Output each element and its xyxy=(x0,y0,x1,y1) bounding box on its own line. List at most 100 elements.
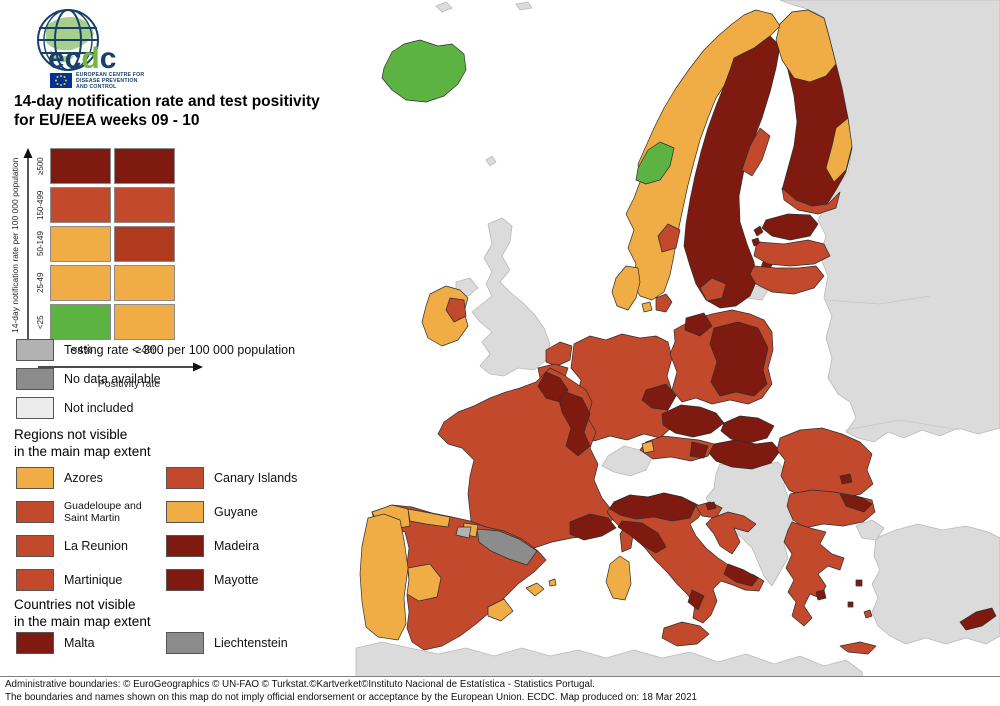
map-region-crete xyxy=(839,641,877,655)
map-region-finland_s xyxy=(781,187,841,215)
legend-item: No data available xyxy=(16,368,295,390)
legend-item: Martinique xyxy=(16,566,166,594)
map-region-svalbard2 xyxy=(515,1,533,11)
map-region-slovenia_d xyxy=(705,501,717,511)
countries-heading-line1: Countries not visible xyxy=(14,597,136,612)
map-region-portugal xyxy=(359,513,409,641)
legend-swatch xyxy=(166,535,204,557)
map-region-extremadura xyxy=(406,563,442,602)
map-region-france_e xyxy=(558,391,591,457)
map-region-hungary xyxy=(707,439,781,470)
map-region-poland_c xyxy=(709,321,769,397)
matrix-cell xyxy=(114,304,175,340)
map-region-russia xyxy=(779,0,1000,443)
map-region-netherlands xyxy=(545,341,573,367)
map-region-vorarlberg xyxy=(641,440,655,454)
map-region-iceland xyxy=(381,39,467,103)
legend-label: Liechtenstein xyxy=(214,636,288,650)
map-region-poland_nw xyxy=(684,312,713,337)
map-region-puglia xyxy=(723,563,759,587)
legend-item: Malta xyxy=(16,632,166,654)
footer-line1: Administrative boundaries: © EuroGeograp… xyxy=(5,679,595,690)
matrix-row-label: 25-49 xyxy=(36,272,45,294)
legend-item: Madeira xyxy=(166,532,336,560)
legend-item: Guyane xyxy=(166,498,336,526)
legend-swatch xyxy=(166,569,204,591)
map-title: 14-day notification rate and test positi… xyxy=(14,92,320,130)
org-line-1: EUROPEAN CENTRE FOR xyxy=(76,72,145,78)
legend-label: Malta xyxy=(64,636,95,650)
map-region-lithuania xyxy=(749,265,825,295)
map-region-funen xyxy=(641,301,653,313)
map-region-sweden_ne xyxy=(741,127,771,177)
legend-item: Canary Islands xyxy=(166,464,336,492)
globe-icon xyxy=(37,9,99,71)
map-region-switzerland xyxy=(601,445,653,477)
legend-item: Testing rate < 300 per 100 000 populatio… xyxy=(16,339,295,361)
matrix-column-label: ≥4% xyxy=(135,344,157,356)
legend-swatch xyxy=(16,368,54,390)
matrix-cell xyxy=(114,265,175,301)
legend-swatch xyxy=(166,501,204,523)
map-region-larioja xyxy=(455,526,472,539)
matrix-cell xyxy=(114,187,175,223)
map-region-gisl3 xyxy=(863,609,873,619)
map-region-sicily xyxy=(661,621,710,647)
noneu-internal-border-1 xyxy=(825,295,931,305)
matrix-cell xyxy=(50,187,111,223)
matrix-cell xyxy=(50,226,111,262)
legend-item: Mayotte xyxy=(166,566,336,594)
map-region-sweden_s xyxy=(699,277,727,302)
legend-label: Not included xyxy=(64,401,134,415)
map-region-estonia_isl1 xyxy=(753,225,764,237)
org-line-3: AND CONTROL xyxy=(76,84,117,90)
legend-item: Not included xyxy=(16,397,295,419)
legend-swatch xyxy=(16,397,54,419)
matrix-column-label: <4% xyxy=(71,344,93,356)
legend-item: La Reunion xyxy=(16,532,166,560)
map-region-balearics2 xyxy=(548,578,557,587)
map-region-balearics xyxy=(525,582,545,597)
map-region-croatia xyxy=(705,511,757,555)
matrix-x-axis-arrow-icon xyxy=(38,359,214,377)
map-region-czechia xyxy=(661,404,725,438)
map-region-faroe xyxy=(485,155,497,167)
legend-label: Martinique xyxy=(64,573,123,587)
matrix-y-axis-arrow-icon xyxy=(22,148,34,353)
org-line-2: DISEASE PREVENTION xyxy=(76,78,138,84)
map-region-finland_e xyxy=(825,117,853,183)
map-region-aragcat xyxy=(476,528,538,566)
matrix-cell xyxy=(50,304,111,340)
ecdc-wordmark: ecdc xyxy=(48,42,116,75)
matrix-legend: 14-day notification rate per 100 000 pop… xyxy=(8,148,214,390)
map-region-greece xyxy=(783,521,845,627)
legend-swatch xyxy=(16,501,54,523)
noneu-internal-border-2 xyxy=(845,419,961,431)
map-region-estonia xyxy=(761,213,819,241)
map-region-gisl1 xyxy=(855,579,863,587)
map-region-turkey_nw xyxy=(855,519,885,541)
countries-section-heading: Countries not visible in the main map ex… xyxy=(14,596,151,630)
map-region-sardinia xyxy=(605,555,632,601)
matrix-body: ≥500 150-499 50-149 25-49 <25 <4% ≥4% Pos… xyxy=(34,148,214,390)
countries-legend-list: Malta Liechtenstein xyxy=(16,632,336,654)
matrix-row-label: 150-499 xyxy=(36,190,45,220)
legend-item: Guadeloupe and Saint Martin xyxy=(16,498,166,526)
legend-swatch xyxy=(166,467,204,489)
map-region-campania xyxy=(687,589,705,611)
map-region-bulgaria_ne xyxy=(839,493,873,513)
extra-legend: Testing rate < 300 per 100 000 populatio… xyxy=(16,339,295,419)
map-region-uk xyxy=(471,217,551,377)
legend-label: Madeira xyxy=(214,539,260,553)
footer: Administrative boundaries: © EuroGeograp… xyxy=(0,676,1000,706)
map-region-murcia xyxy=(487,598,514,622)
map-region-austria_e xyxy=(689,441,709,459)
matrix-row-label: 50-149 xyxy=(36,231,45,257)
legend-label: La Reunion xyxy=(64,539,128,553)
matrix-x-axis-label: Positivity rate xyxy=(97,378,161,390)
legend-item: Liechtenstein xyxy=(166,632,336,654)
matrix-row: 25-49 xyxy=(34,265,214,301)
eu-regions xyxy=(359,9,997,655)
matrix-row: ≥500 xyxy=(34,148,214,184)
legend-label: Guadeloupe and Saint Martin xyxy=(64,500,142,524)
